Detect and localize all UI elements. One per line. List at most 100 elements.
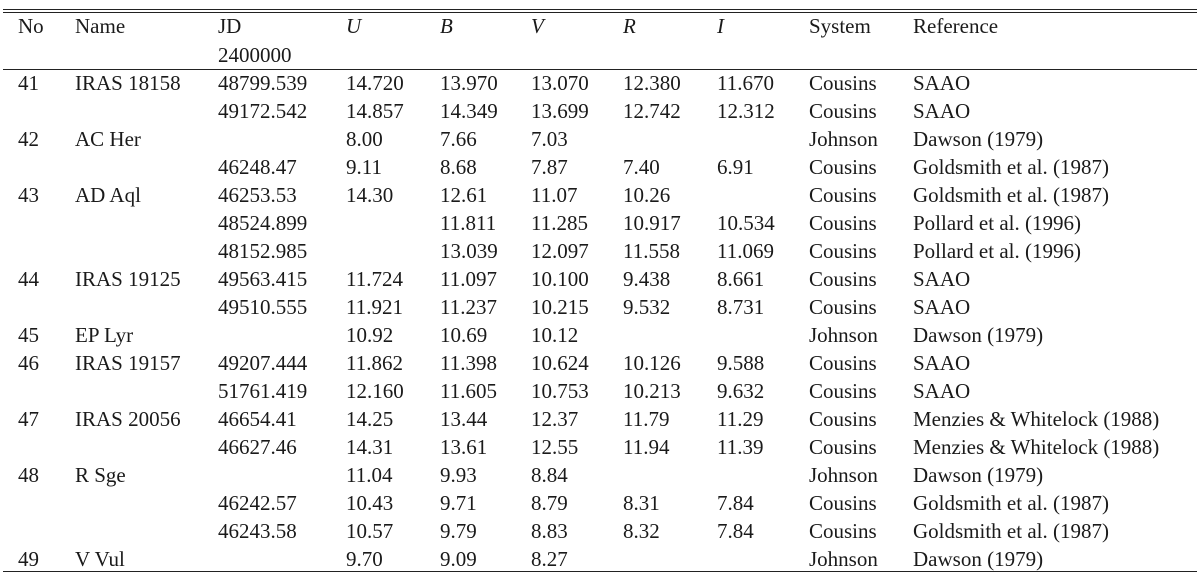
cell-v: 10.100 <box>531 267 589 291</box>
cell-reference: Pollard et al. (1996) <box>913 211 1081 235</box>
table-body: 41 IRAS 18158 48799.539 14.720 13.970 13.070 1… <box>0 69 1200 573</box>
cell-i: 9.588 <box>717 351 765 375</box>
cell-no: 45 <box>18 323 39 347</box>
cell-reference: Goldsmith et al. (1987) <box>913 155 1109 179</box>
table-row: 48 R Sge 11.04 9.93 8.84 Johnson Dawson (1979) <box>0 461 1200 489</box>
cell-system: Cousins <box>809 435 877 459</box>
cell-name: IRAS 18158 <box>75 71 181 95</box>
cell-v: 10.12 <box>531 323 579 347</box>
cell-i: 7.84 <box>717 519 754 543</box>
cell-name: AC Her <box>75 127 141 151</box>
cell-v: 8.79 <box>531 491 568 515</box>
top-rule-double <box>3 12 1197 13</box>
cell-b: 12.61 <box>440 183 488 207</box>
cell-u: 12.160 <box>346 379 404 403</box>
cell-i: 8.731 <box>717 295 765 319</box>
cell-b: 13.039 <box>440 239 498 263</box>
cell-u: 11.921 <box>346 295 403 319</box>
cell-reference: Menzies & Whitelock (1988) <box>913 435 1160 459</box>
cell-no: 47 <box>18 407 39 431</box>
cell-jd <box>218 125 346 153</box>
cell-i: 11.29 <box>717 407 764 431</box>
cell-b: 13.970 <box>440 71 498 95</box>
cell-r: 8.31 <box>623 491 660 515</box>
cell-name <box>75 293 218 321</box>
cell-jd: 48152.985 <box>218 239 308 263</box>
cell-u: 10.92 <box>346 323 394 347</box>
table-row: 44 IRAS 19125 49563.415 11.724 11.097 10.100 9… <box>0 265 1200 293</box>
table-row: 42 AC Her 8.00 7.66 7.03 Johnson Dawson (1979) <box>0 125 1200 153</box>
cell-b: 11.605 <box>440 379 497 403</box>
cell-r <box>623 461 717 489</box>
cell-jd: 46248.47 <box>218 155 297 179</box>
cell-no <box>0 433 75 461</box>
cell-v: 12.55 <box>531 435 579 459</box>
photometry-table: No Name JD U B V R I System Reference 24… <box>0 12 1200 573</box>
cell-u: 14.30 <box>346 183 394 207</box>
col-header-v: V <box>531 14 544 38</box>
cell-jd: 49172.542 <box>218 99 308 123</box>
cell-r: 9.438 <box>623 267 671 291</box>
table-row: 43 AD Aql 46253.53 14.30 12.61 11.07 10.26 Cous… <box>0 181 1200 209</box>
cell-jd: 46253.53 <box>218 183 297 207</box>
cell-i: 12.312 <box>717 99 775 123</box>
header-rule <box>3 69 1197 70</box>
cell-no: 41 <box>18 71 39 95</box>
cell-i: 11.069 <box>717 239 774 263</box>
cell-b: 11.811 <box>440 211 497 235</box>
cell-v: 8.83 <box>531 519 568 543</box>
cell-r: 10.126 <box>623 351 681 375</box>
cell-reference: Goldsmith et al. (1987) <box>913 183 1109 207</box>
cell-reference: SAAO <box>913 379 971 403</box>
table-row: 46248.47 9.11 8.68 7.87 7.40 6.91 Cousins Golds… <box>0 153 1200 181</box>
cell-i <box>717 181 809 209</box>
col-header-u: U <box>346 14 362 38</box>
cell-b: 7.66 <box>440 127 477 151</box>
cell-name: IRAS 19125 <box>75 267 181 291</box>
cell-name <box>75 517 218 545</box>
cell-v: 11.07 <box>531 183 578 207</box>
cell-system: Johnson <box>809 463 878 487</box>
cell-system: Cousins <box>809 295 877 319</box>
cell-no <box>0 97 75 125</box>
cell-system: Cousins <box>809 519 877 543</box>
cell-b: 9.93 <box>440 463 477 487</box>
cell-jd: 49563.415 <box>218 267 308 291</box>
cell-reference: Dawson (1979) <box>913 323 1044 347</box>
cell-i <box>717 125 809 153</box>
table-row: 49172.542 14.857 14.349 13.699 12.742 12.312 C… <box>0 97 1200 125</box>
cell-jd: 49510.555 <box>218 295 308 319</box>
cell-v: 10.624 <box>531 351 589 375</box>
cell-name <box>75 377 218 405</box>
cell-no <box>0 293 75 321</box>
cell-i: 11.39 <box>717 435 764 459</box>
cell-u: 11.04 <box>346 463 393 487</box>
cell-v: 13.070 <box>531 71 589 95</box>
cell-name: IRAS 19157 <box>75 351 181 375</box>
cell-u: 11.724 <box>346 267 403 291</box>
cell-b: 8.68 <box>440 155 477 179</box>
cell-u <box>346 209 440 237</box>
cell-r: 12.742 <box>623 99 681 123</box>
cell-v: 11.285 <box>531 211 588 235</box>
cell-system: Johnson <box>809 127 878 151</box>
cell-r: 8.32 <box>623 519 660 543</box>
cell-system: Cousins <box>809 71 877 95</box>
cell-system: Cousins <box>809 267 877 291</box>
cell-v: 12.37 <box>531 407 579 431</box>
table-row: 48524.899 11.811 11.285 10.917 10.534 Cousins… <box>0 209 1200 237</box>
cell-no <box>0 153 75 181</box>
cell-b: 9.71 <box>440 491 477 515</box>
cell-r <box>623 125 717 153</box>
cell-r: 10.917 <box>623 211 681 235</box>
table-row: 47 IRAS 20056 46654.41 14.25 13.44 12.37 11.79… <box>0 405 1200 433</box>
cell-jd: 48799.539 <box>218 71 308 95</box>
cell-reference: SAAO <box>913 351 971 375</box>
cell-system: Cousins <box>809 491 877 515</box>
cell-jd: 46243.58 <box>218 519 297 543</box>
cell-b: 10.69 <box>440 323 488 347</box>
cell-r: 10.213 <box>623 379 681 403</box>
cell-reference: Goldsmith et al. (1987) <box>913 519 1109 543</box>
cell-reference: Dawson (1979) <box>913 127 1044 151</box>
cell-u: 14.720 <box>346 71 404 95</box>
